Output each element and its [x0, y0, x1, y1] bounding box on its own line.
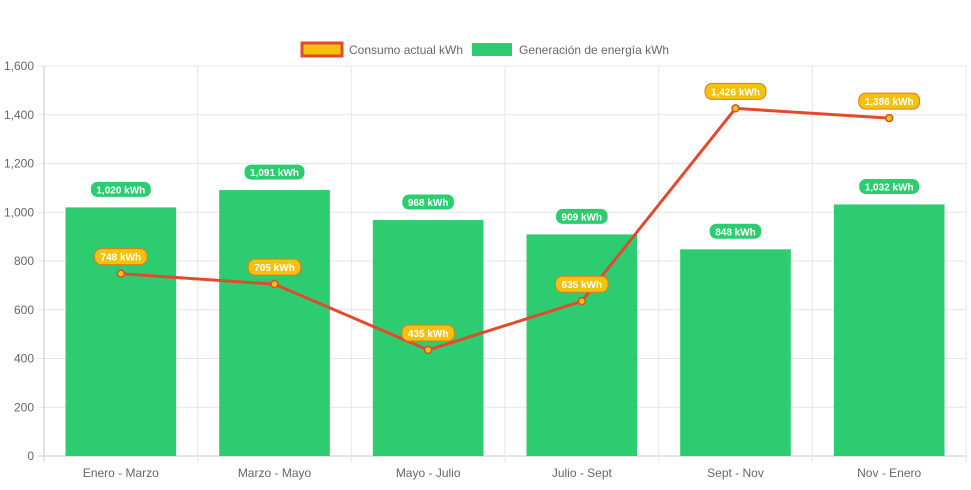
bar-generation — [65, 207, 177, 456]
data-label-generation-bg — [243, 163, 306, 181]
data-label-consumption: 748 kWh — [94, 248, 148, 266]
legend: Consumo actual kWh Generación de energía… — [300, 41, 669, 58]
data-label-consumption-bg — [555, 275, 609, 293]
data-label-consumption-bg — [247, 258, 302, 276]
data-label-consumption: 435 kWh — [401, 324, 455, 342]
point-consumption — [884, 113, 894, 123]
bar-generation — [833, 204, 945, 456]
data-label-consumption-text: 1,386 kWh — [865, 97, 914, 108]
y-tick-label: 400 — [14, 352, 34, 366]
data-label-generation: 1,020 kWh — [89, 180, 152, 198]
data-label-generation-bg — [89, 180, 152, 198]
x-axis: Enero - Marzo Marzo - Mayo Mayo - Julio Jul… — [83, 466, 922, 480]
data-label-generation: 848 kWh — [708, 222, 763, 240]
data-label-generation-text: 909 kWh — [562, 212, 603, 223]
bar-generation — [219, 190, 330, 456]
line-consumption — [120, 106, 890, 352]
y-tick-label: 200 — [14, 400, 34, 414]
data-label-consumption-text: 435 kWh — [408, 329, 449, 340]
data-label-generation-bg — [401, 193, 455, 211]
x-tick-label: Mayo - Julio — [396, 466, 461, 480]
x-tick-label: Julio - Sept — [552, 466, 613, 480]
line-data-labels: 748 kWh 705 kWh 435 kWh 635 kWh 1,426 kWh 1,3… — [94, 82, 921, 342]
legend-item-generation[interactable]: Generación de energía kWh — [472, 43, 669, 57]
y-tick-label: 1,000 — [4, 205, 34, 219]
data-label-generation: 1,091 kWh — [243, 163, 306, 181]
x-tick-label: Nov - Enero — [857, 466, 921, 480]
data-label-generation: 909 kWh — [555, 207, 609, 225]
data-label-generation-text: 848 kWh — [715, 227, 756, 238]
data-label-consumption-bg — [94, 248, 148, 266]
y-tick-label: 1,600 — [4, 59, 34, 73]
grid — [38, 65, 967, 462]
data-label-consumption: 705 kWh — [247, 258, 302, 276]
data-label-generation-text: 1,032 kWh — [865, 182, 914, 193]
y-axis: 0 200 400 600 800 1,000 1,200 1,400 1,600 — [4, 59, 34, 463]
data-label-generation: 1,032 kWh — [858, 177, 921, 195]
point-consumption — [423, 345, 433, 355]
data-label-consumption: 1,386 kWh — [858, 92, 921, 110]
data-label-generation-text: 968 kWh — [408, 198, 449, 209]
point-consumption — [116, 269, 126, 278]
data-label-consumption-bg — [704, 82, 767, 100]
bar-generation — [680, 249, 791, 456]
data-label-consumption-text: 705 kWh — [254, 263, 295, 274]
y-tick-label: 1,400 — [4, 108, 34, 122]
bar-generation — [526, 234, 638, 456]
data-label-consumption-text: 635 kWh — [562, 280, 603, 291]
point-consumption — [731, 104, 740, 113]
data-label-consumption-text: 1,426 kWh — [711, 87, 760, 98]
legend-item-consumption[interactable]: Consumo actual kWh — [300, 41, 463, 58]
legend-swatch-generation — [472, 43, 512, 56]
point-consumption — [577, 296, 587, 306]
data-label-generation-bg — [708, 222, 763, 240]
data-label-generation-bg — [555, 207, 609, 225]
data-label-consumption-bg — [401, 324, 455, 342]
y-tick-label: 0 — [27, 449, 34, 463]
data-label-consumption: 1,426 kWh — [704, 82, 767, 100]
x-tick-label: Sept - Nov — [707, 466, 764, 480]
point-consumption — [270, 279, 279, 289]
legend-swatch-consumption — [300, 41, 344, 58]
line-series — [116, 104, 894, 355]
data-label-consumption-bg — [858, 92, 921, 110]
data-label-generation: 968 kWh — [401, 193, 455, 211]
data-label-generation-text: 1,020 kWh — [96, 185, 145, 196]
y-tick-label: 800 — [14, 254, 34, 268]
y-tick-label: 1,200 — [4, 157, 34, 171]
bar-data-labels: 1,020 kWh 1,091 kWh 968 kWh 909 kWh 848 kWh 1… — [89, 163, 921, 240]
data-label-generation-text: 1,091 kWh — [250, 168, 299, 179]
legend-label-consumption: Consumo actual kWh — [349, 43, 463, 57]
legend-label-generation: Generación de energía kWh — [519, 43, 669, 57]
data-label-generation-bg — [858, 177, 921, 195]
x-tick-label: Marzo - Mayo — [238, 466, 312, 480]
y-tick-label: 600 — [14, 303, 34, 317]
data-label-consumption: 635 kWh — [555, 275, 609, 293]
x-tick-label: Enero - Marzo — [83, 466, 159, 480]
data-label-consumption-text: 748 kWh — [101, 253, 142, 264]
